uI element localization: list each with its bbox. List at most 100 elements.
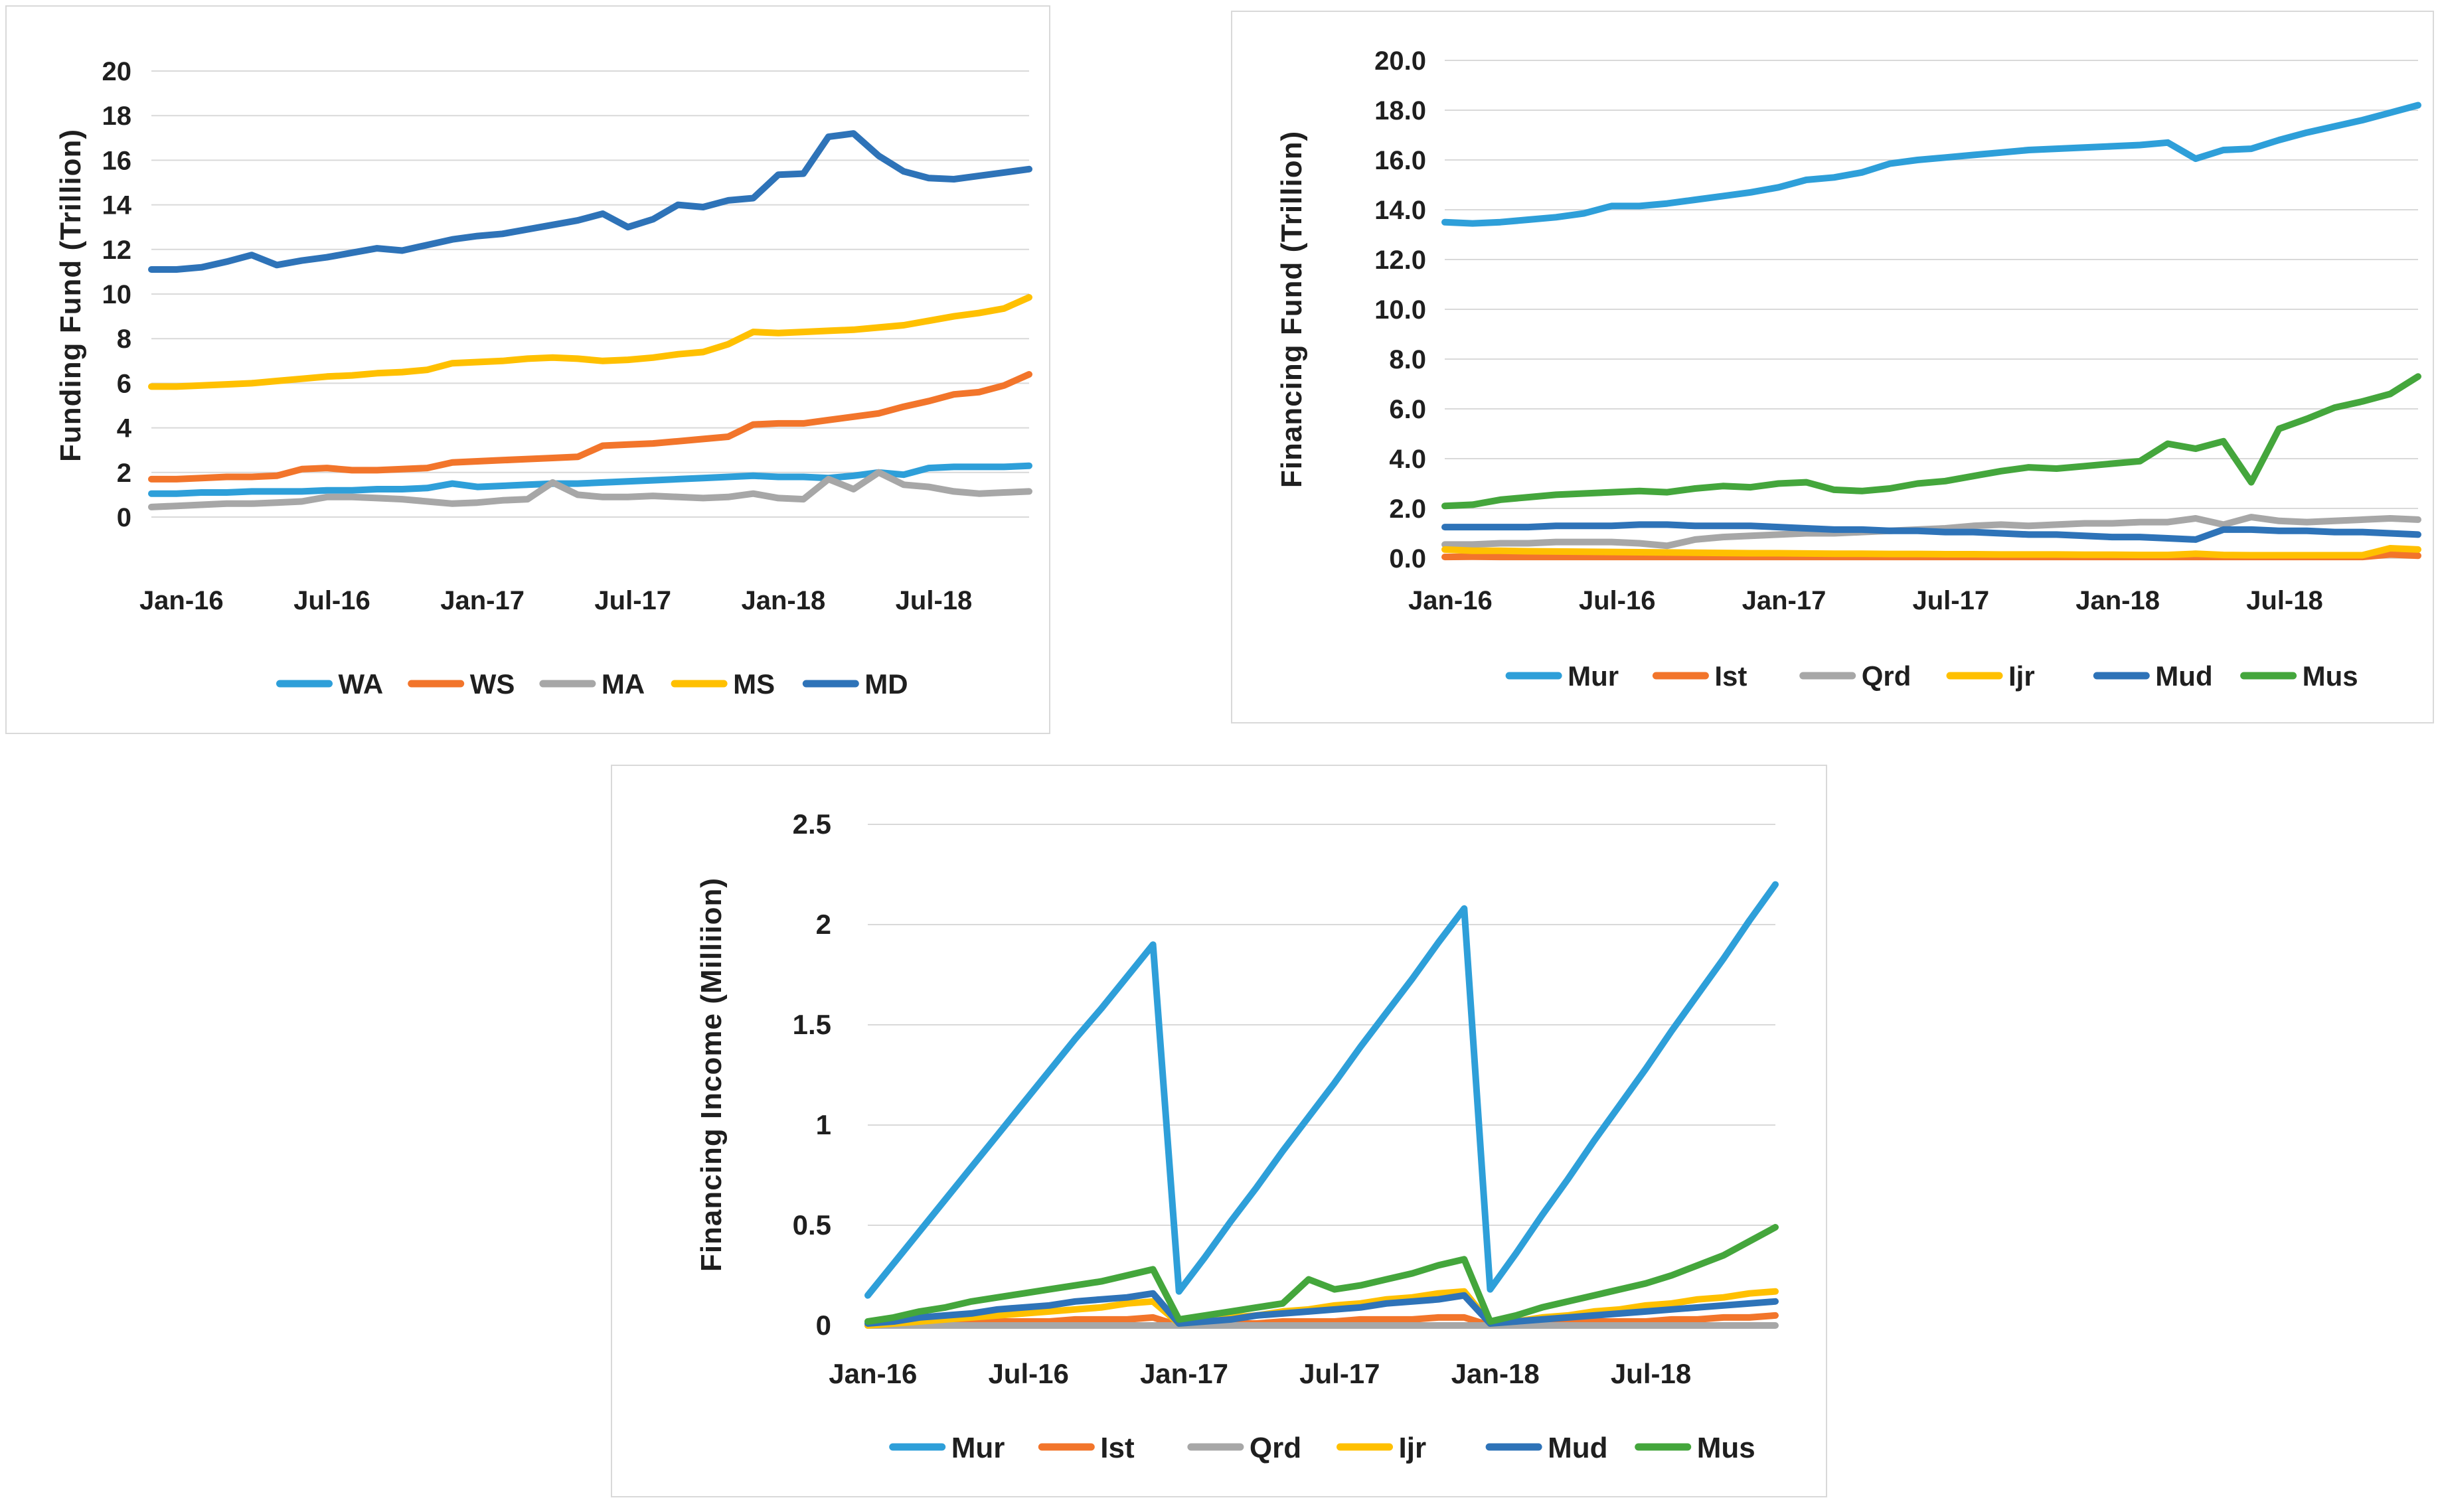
legend-label-Ijr: Ijr [1399,1432,1427,1464]
legend-item-Mus: Mus [1635,1432,1755,1464]
x-tick-label: Jan-16 [139,586,224,615]
legend-label-MA: MA [602,668,645,700]
x-axis-tick-labels: Jan-16 Jul-16 Jan-17 Jul-17 Jan-18 Jul-18 [829,1358,1691,1389]
y-tick-label: 2 [816,909,831,940]
y-tick-label: 10 [102,280,132,309]
legend-item-WS: WS [408,668,515,700]
legend-label-Mus: Mus [2303,660,2358,692]
y-axis-tick-labels: 0.0 2.0 4.0 6.0 8.0 10.0 12.0 14.0 16.0 18.0 20.0 [1374,46,1426,573]
y-tick-label: 2 [117,459,131,488]
x-tick-label: Jan-18 [741,586,825,615]
legend-label-MD: MD [864,668,908,700]
y-tick-label: 20.0 [1374,46,1426,76]
x-axis-tick-labels: Jan-16 Jul-16 Jan-17 Jul-17 Jan-18 Jul-18 [1408,586,2323,615]
x-tick-label: Jan-16 [1408,586,1493,615]
y-tick-label: 0.5 [793,1209,831,1241]
legend-item-Ijr: Ijr [1337,1432,1427,1464]
financing-fund-chart: 0.0 2.0 4.0 6.0 8.0 10.0 12.0 14.0 16.0 18.0 20.0 J… [1374,46,2421,692]
y-tick-label: 0 [816,1310,831,1341]
y-tick-label: 14 [102,191,132,220]
legend-item-MD: MD [802,668,908,700]
y-axis-tick-labels: 0 0.5 1 1.5 2 2.5 [793,808,831,1341]
x-tick-label: Jul-18 [896,586,973,615]
x-tick-label: Jul-16 [1579,586,1656,615]
legend-label-Qrd: Qrd [1862,660,1911,692]
y-tick-label: 2.5 [793,808,831,840]
series-line-Mus [1441,373,2421,510]
series-line-MS [148,294,1032,390]
series-line-WS [148,371,1032,483]
legend-label-Mud: Mud [1548,1432,1607,1464]
legend-item-Mud: Mud [1485,1432,1608,1464]
legend-item-Qrd: Qrd [1799,660,1911,692]
y-tick-label: 18.0 [1374,96,1426,125]
y-tick-label: 16 [102,146,132,175]
y-tick-label: 4 [117,414,132,443]
series-line-Ist [864,1312,1779,1329]
legend-label-Mur: Mur [1568,660,1619,692]
legend-item-Mur: Mur [1505,660,1619,692]
y-tick-label: 8 [117,325,131,354]
series-line-Mur [864,881,1779,1299]
legend-label-Mud: Mud [2155,660,2212,692]
legend-label-Ijr: Ijr [2008,660,2035,692]
legend-item-MS: MS [671,668,775,700]
x-tick-label: Jul-18 [1611,1358,1691,1389]
y-tick-label: 0.0 [1389,544,1426,573]
series-line-MD [148,130,1032,273]
x-tick-label: Jul-17 [1913,586,1990,615]
legend-label-Mus: Mus [1697,1432,1755,1464]
legend-item-WA: WA [276,668,384,700]
series-line-Mud [864,1290,1779,1327]
series-line-Mus [864,1224,1779,1325]
x-tick-label: Jul-17 [1299,1358,1380,1389]
x-tick-label: Jul-16 [293,586,370,615]
x-tick-label: Jan-16 [829,1358,917,1389]
x-tick-label: Jan-17 [1140,1358,1228,1389]
y-tick-label: 4.0 [1389,445,1426,474]
legend-item-MA: MA [539,668,645,700]
legend-label-Mur: Mur [951,1432,1005,1464]
legend-label-MS: MS [733,668,775,700]
x-tick-label: Jan-17 [1742,586,1827,615]
legend: WA WS MA MS MD [276,668,908,700]
funding-fund-chart: 0 2 4 6 8 10 12 14 16 18 20 Jan-16 Jul-16 Jan-17 Jul-1… [102,57,1032,700]
legend-item-Ist: Ist [1652,660,1747,692]
y-tick-label: 2.0 [1389,494,1426,524]
series-line-Mur [1441,102,2421,227]
y-tick-label: 10.0 [1374,295,1426,325]
y-tick-label: 6 [117,369,131,398]
series-line-MA [148,469,1032,510]
legend-label-WS: WS [470,668,515,700]
y-tick-label: 12.0 [1374,246,1426,275]
legend: Mur Ist Qrd Ijr Mud Mus [889,1432,1755,1464]
funding-fund-chart-card: Funding Fund (Trillion) 0 2 4 6 8 10 12 14 16 18 2… [5,5,1050,734]
x-tick-label: Jan-18 [1451,1358,1540,1389]
x-tick-label: Jan-17 [440,586,525,615]
legend: Mur Ist Qrd Ijr Mud Mus [1505,660,2358,692]
y-tick-label: 8.0 [1389,345,1426,374]
y-tick-label: 16.0 [1374,146,1426,175]
legend-item-Mur: Mur [889,1432,1005,1464]
legend-item-Ijr: Ijr [1946,660,2035,692]
legend-item-Ist: Ist [1038,1432,1135,1464]
x-tick-label: Jul-17 [594,586,671,615]
series-line-Mud [1441,521,2421,543]
x-axis-tick-labels: Jan-16 Jul-16 Jan-17 Jul-17 Jan-18 Jul-18 [139,586,972,615]
legend-item-Mud: Mud [2093,660,2213,692]
x-tick-label: Jan-18 [2075,586,2160,615]
y-tick-label: 12 [102,236,132,265]
y-tick-label: 0 [117,503,131,532]
financing-income-chart-card: Financing Income (Milliion) 0 0.5 1 1.5 2 2.5… [611,765,1827,1497]
y-tick-label: 1.5 [793,1009,831,1040]
series-line-Ijr [1441,545,2421,559]
financing-fund-chart-card: Financing Fund (Trillion) 0.0 2.0 4.0 6.0 8.… [1231,11,2434,723]
x-tick-label: Jul-16 [988,1358,1068,1389]
y-axis-tick-labels: 0 2 4 6 8 10 12 14 16 18 20 [102,57,132,532]
legend-label-Qrd: Qrd [1250,1432,1301,1464]
legend-label-WA: WA [339,668,384,700]
legend-label-Ist: Ist [1714,660,1747,692]
legend-item-Mus: Mus [2240,660,2358,692]
